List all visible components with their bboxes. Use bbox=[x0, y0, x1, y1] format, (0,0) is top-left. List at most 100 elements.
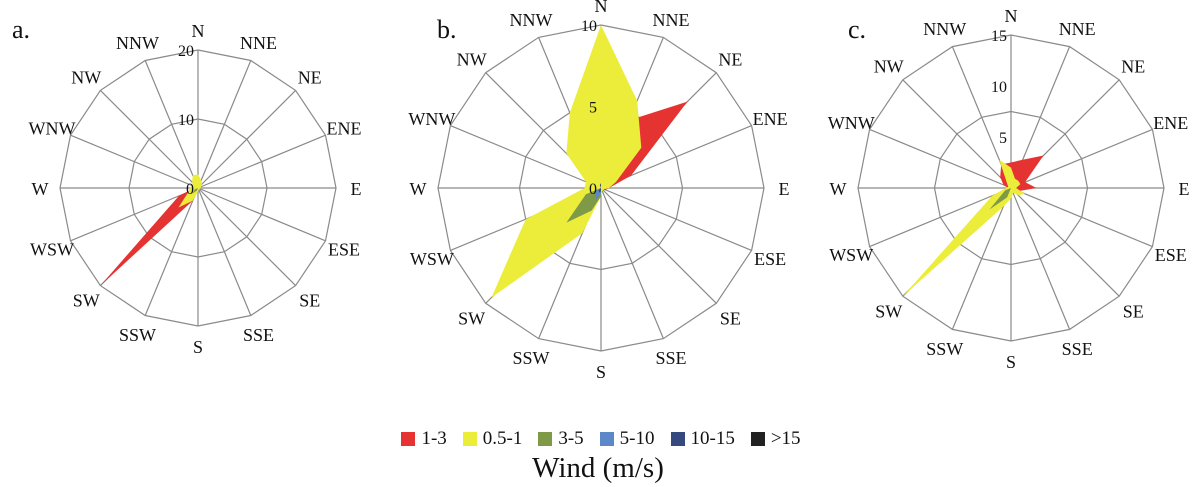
direction-label-s: S bbox=[1006, 352, 1016, 372]
spoke-ne bbox=[197, 89, 297, 189]
direction-label-sw: SW bbox=[73, 291, 100, 311]
panel-label: c. bbox=[848, 15, 866, 44]
direction-label-nw: NW bbox=[457, 50, 487, 70]
legend-label: 10-15 bbox=[690, 428, 735, 449]
direction-label-w: W bbox=[32, 179, 49, 199]
direction-label-sse: SSE bbox=[655, 348, 686, 368]
direction-label-sse: SSE bbox=[1062, 339, 1093, 359]
direction-label-ne: NE bbox=[298, 67, 322, 87]
direction-label-ese: ESE bbox=[328, 240, 360, 260]
direction-label-sw: SW bbox=[875, 301, 902, 321]
series-3-5 bbox=[192, 188, 198, 194]
direction-label-se: SE bbox=[1123, 301, 1144, 321]
legend-swatch bbox=[462, 432, 477, 446]
direction-label-nnw: NNW bbox=[510, 10, 553, 30]
direction-label-nne: NNE bbox=[653, 10, 690, 30]
spoke-ene bbox=[1010, 128, 1153, 189]
legend-item: 3-5 bbox=[538, 428, 584, 450]
spoke-wsw bbox=[70, 187, 199, 242]
spoke-sse bbox=[1010, 187, 1071, 330]
series-3-5 bbox=[566, 188, 601, 223]
radial-tick-label: 5 bbox=[999, 130, 1007, 147]
spoke-wnw bbox=[869, 128, 1012, 189]
direction-label-nne: NNE bbox=[1059, 19, 1096, 39]
direction-label-wsw: WSW bbox=[410, 249, 454, 269]
spoke-nw bbox=[902, 79, 1012, 189]
direction-label-n: N bbox=[192, 21, 205, 41]
spoke-nne bbox=[197, 60, 252, 189]
panel-label: b. bbox=[437, 15, 457, 44]
wind-rose-figure: NNNENEENEEESESESSESSSWSWWSWWWNWNWNNW0102… bbox=[12, 0, 1190, 382]
direction-label-ene: ENE bbox=[327, 119, 362, 139]
direction-label-nne: NNE bbox=[240, 33, 277, 53]
spoke-ese bbox=[600, 187, 752, 251]
spoke-wnw bbox=[450, 125, 602, 189]
spoke-ssw bbox=[144, 187, 199, 316]
legend-label: 1-3 bbox=[421, 428, 447, 449]
legend-swatch bbox=[538, 432, 553, 446]
radial-tick-label: 15 bbox=[991, 28, 1007, 45]
direction-label-ene: ENE bbox=[1153, 113, 1188, 133]
direction-label-s: S bbox=[193, 337, 203, 357]
radial-tick-label: 0 bbox=[589, 181, 597, 198]
direction-label-n: N bbox=[1005, 6, 1018, 26]
panel-label: a. bbox=[12, 15, 30, 44]
spoke-se bbox=[600, 187, 717, 304]
direction-label-nw: NW bbox=[71, 67, 101, 87]
direction-label-wsw: WSW bbox=[829, 245, 873, 265]
series-10-15 bbox=[598, 183, 601, 193]
direction-label-w: W bbox=[830, 179, 847, 199]
legend: 1-3 0.5-1 3-5 5-10 10-15 >15 bbox=[0, 424, 1196, 454]
radial-tick-label: 10 bbox=[991, 79, 1007, 96]
wind-rose-c: N NNE NE ENE E ESE SE SSE S SSW SW WSW W WNW NW NNW 5 10 1… bbox=[828, 6, 1190, 372]
spoke-nnw bbox=[144, 60, 199, 189]
legend-item: 1-3 bbox=[401, 428, 447, 450]
legend-swatch bbox=[401, 432, 416, 446]
wind-rose-b: N NNE NE ENE E ESE SE SSE S SSW SW WSW W WNW NW NNW 0 5 10… bbox=[408, 0, 789, 382]
direction-label-e: E bbox=[351, 179, 362, 199]
series-0-5-1 bbox=[491, 25, 642, 298]
direction-label-ene: ENE bbox=[753, 109, 788, 129]
direction-label-wsw: WSW bbox=[30, 240, 74, 260]
series-1-3 bbox=[100, 181, 201, 286]
legend-swatch bbox=[599, 432, 614, 446]
legend-item: 0.5-1 bbox=[462, 428, 522, 450]
direction-label-ne: NE bbox=[1121, 57, 1145, 77]
direction-label-ssw: SSW bbox=[512, 348, 549, 368]
wind-rose-a: N NNE NE ENE E ESE SE SSE S SSW SW WSW W WNW NW NNW 0 10 2… bbox=[12, 15, 362, 357]
direction-label-nnw: NNW bbox=[923, 19, 966, 39]
direction-label-sw: SW bbox=[458, 308, 485, 328]
direction-label-wnw: WNW bbox=[408, 109, 455, 129]
spoke-ene bbox=[197, 134, 326, 189]
direction-label-e: E bbox=[779, 179, 790, 199]
legend-title: Wind (m/s) bbox=[532, 452, 664, 484]
direction-label-ese: ESE bbox=[754, 249, 786, 269]
direction-label-ssw: SSW bbox=[119, 325, 156, 345]
direction-label-nnw: NNW bbox=[116, 33, 159, 53]
spoke-ese bbox=[1010, 187, 1153, 248]
radial-tick-label: 5 bbox=[589, 100, 597, 117]
spoke-sse bbox=[197, 187, 252, 316]
legend-swatch bbox=[670, 432, 685, 446]
direction-label-wnw: WNW bbox=[828, 113, 875, 133]
direction-label-se: SE bbox=[720, 308, 741, 328]
direction-label-e: E bbox=[1179, 179, 1190, 199]
radial-tick-label: 0 bbox=[186, 181, 194, 198]
direction-label-se: SE bbox=[299, 291, 320, 311]
series-3-5 bbox=[989, 188, 1011, 210]
spoke-ssw bbox=[951, 187, 1012, 330]
series-0-5-1 bbox=[178, 174, 202, 208]
legend-label: 5-10 bbox=[619, 428, 655, 449]
legend-label: >15 bbox=[770, 428, 801, 449]
legend-item: >15 bbox=[750, 428, 801, 450]
direction-label-s: S bbox=[596, 362, 606, 382]
legend-item: 10-15 bbox=[670, 428, 735, 450]
direction-label-sse: SSE bbox=[243, 325, 274, 345]
radial-tick-label: 10 bbox=[581, 18, 597, 35]
direction-label-ssw: SSW bbox=[926, 339, 963, 359]
spoke-wnw bbox=[70, 134, 199, 189]
legend-swatch bbox=[750, 432, 765, 446]
radial-tick-label: 20 bbox=[178, 43, 194, 60]
spoke-se bbox=[1010, 187, 1120, 297]
spoke-sse bbox=[600, 187, 664, 339]
